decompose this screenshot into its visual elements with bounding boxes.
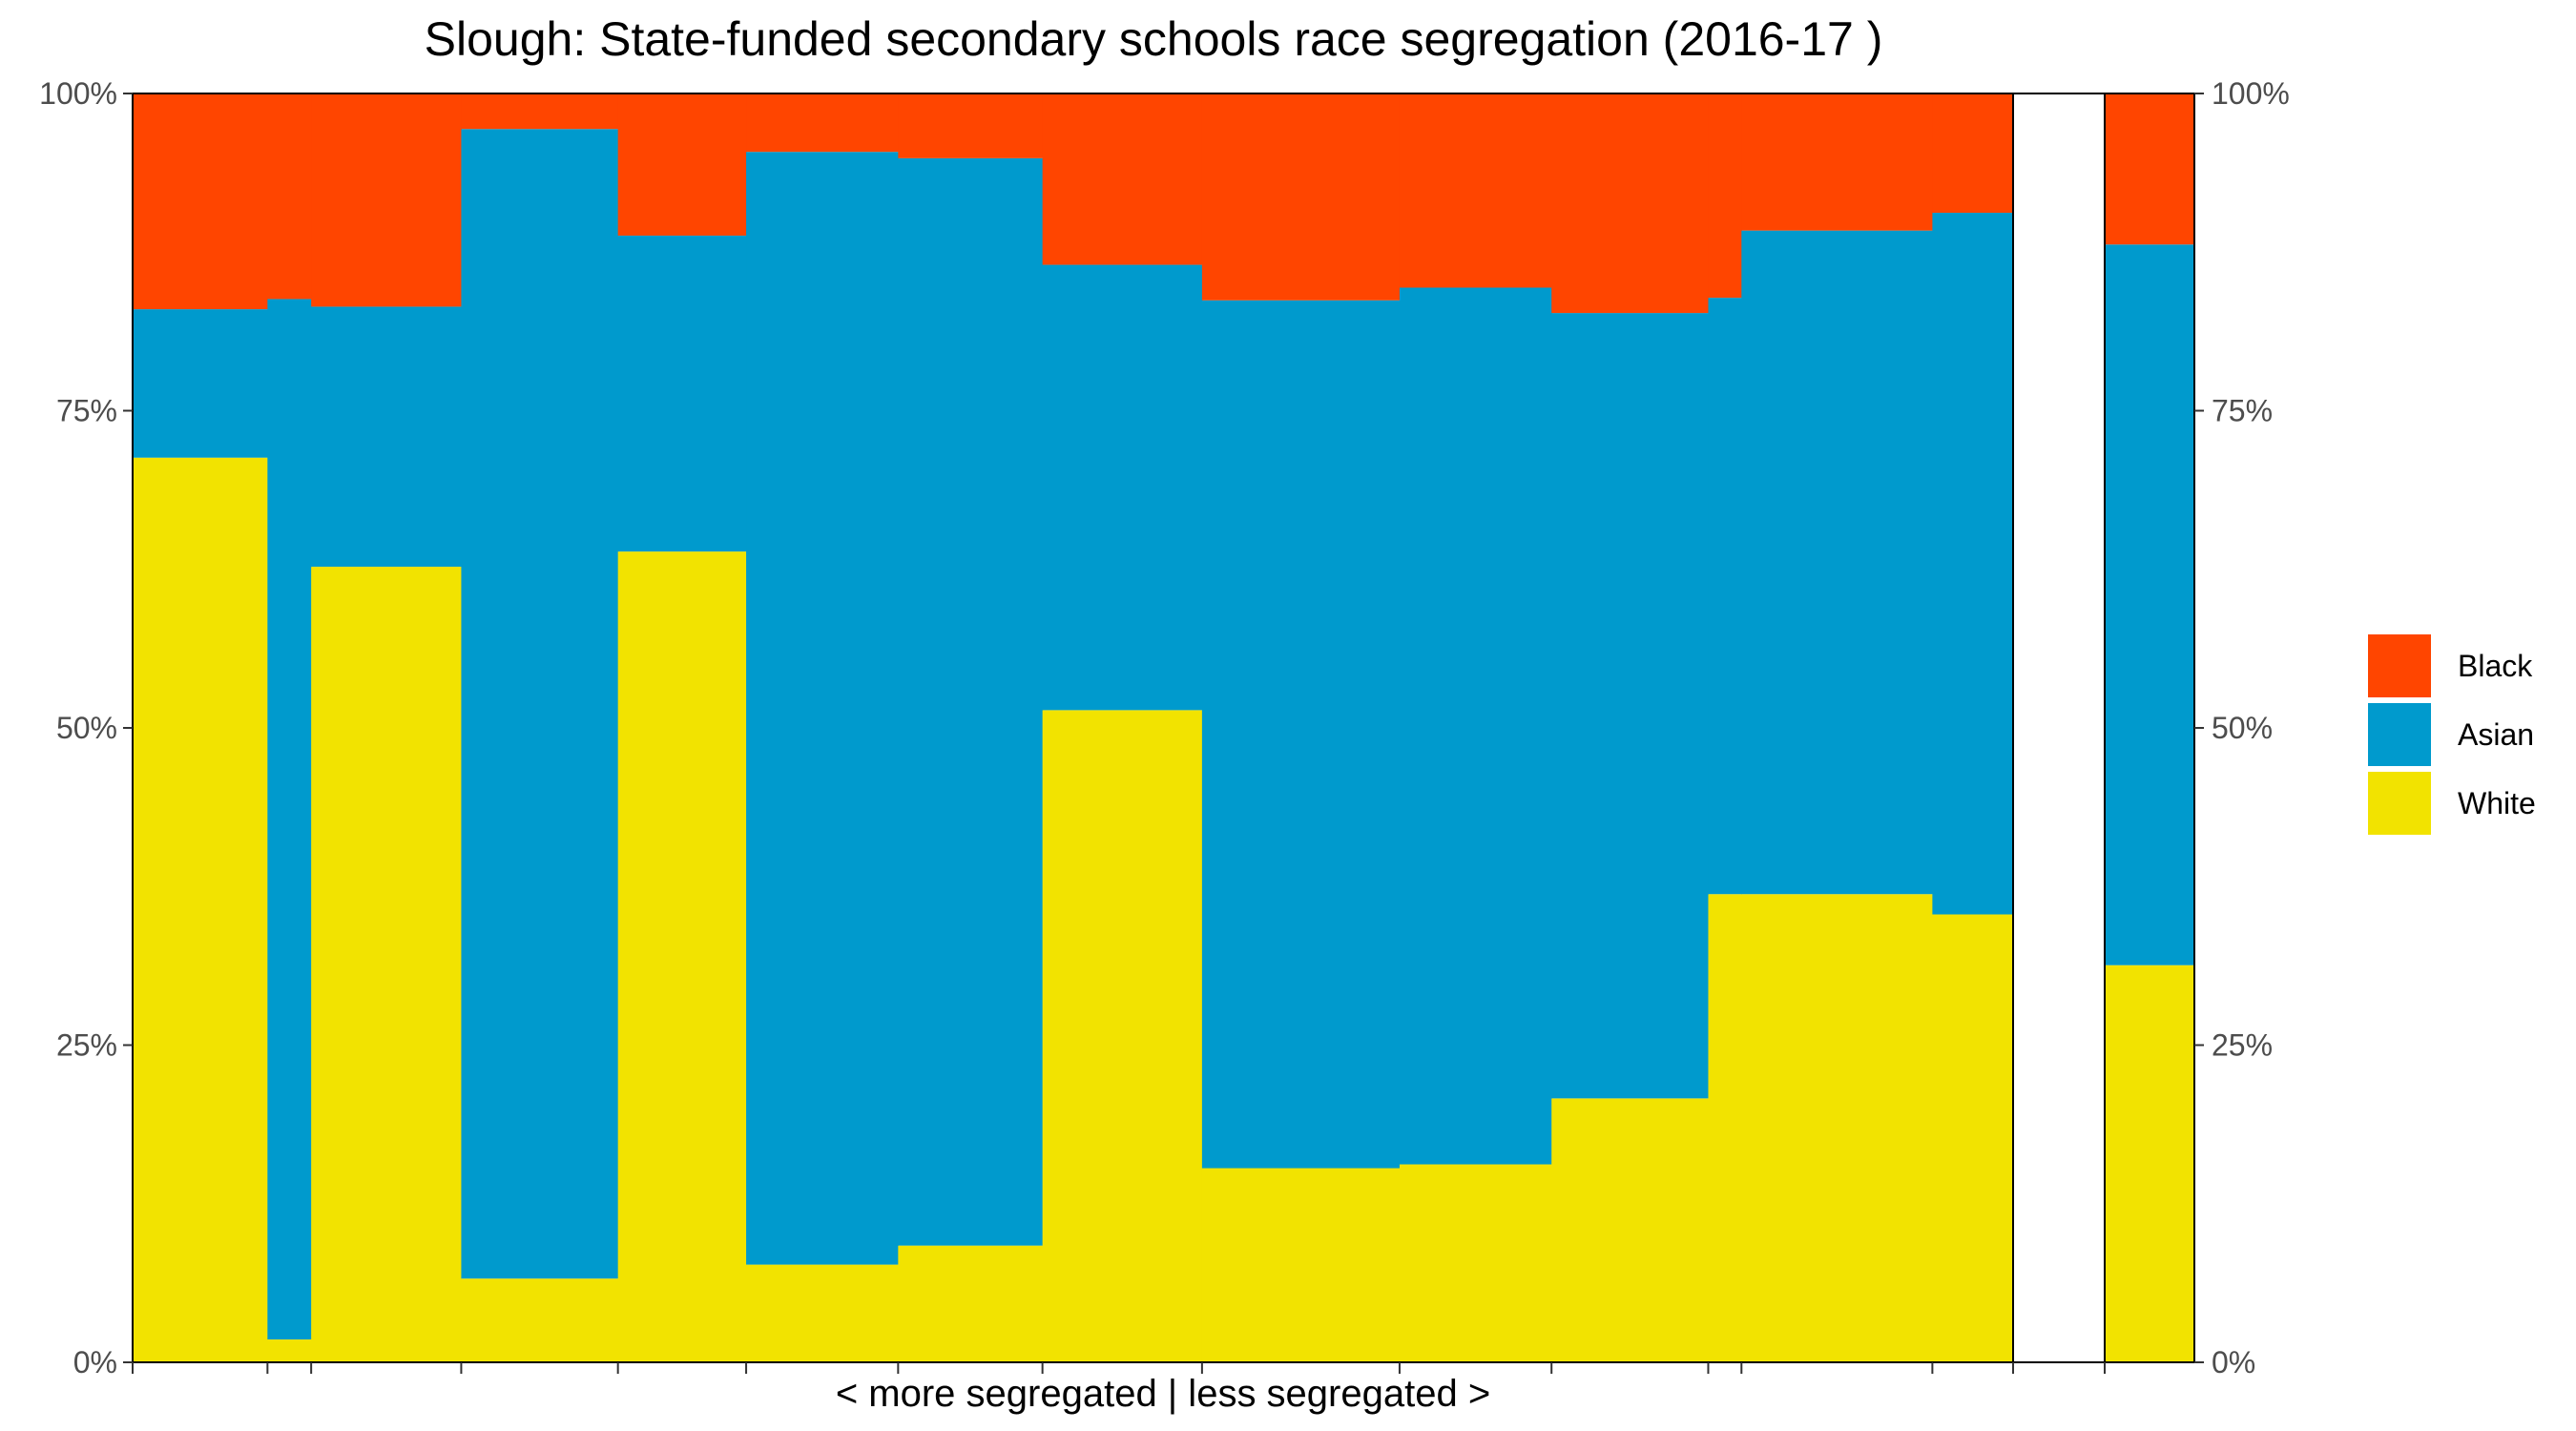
bar-segment-white [311, 567, 463, 1362]
legend-label: White [2458, 786, 2536, 820]
bar-segment-asian [1399, 287, 1552, 1165]
bar-segment-asian [1932, 213, 2014, 915]
legend-label: Black [2458, 649, 2533, 683]
bar-segment-black [1741, 93, 1933, 231]
y-tick-label-right: 100% [2212, 76, 2290, 111]
bar-segment-asian [1741, 230, 1933, 895]
y-tick-label-left: 100% [39, 76, 117, 111]
bar-segment-asian [311, 306, 463, 568]
y-tick-label-right: 25% [2212, 1028, 2273, 1063]
bar-segment-black [1399, 93, 1552, 288]
overall-column [2105, 93, 2194, 1362]
bar-segment-white [617, 551, 747, 1362]
y-tick-label-right: 75% [2212, 394, 2273, 428]
chart-title: Slough: State-funded secondary schools r… [425, 12, 1883, 66]
school-column [1201, 93, 1401, 1362]
school-column [1708, 93, 1742, 1362]
bar-segment-white [1042, 710, 1203, 1362]
bar-segment-white [1708, 894, 1742, 1362]
school-column [267, 93, 312, 1362]
school-column [1741, 93, 1933, 1362]
bar-segment-asian [1201, 300, 1401, 1169]
plot-area [133, 93, 2194, 1363]
bar-segment-asian [1551, 313, 1710, 1099]
school-column [311, 93, 463, 1362]
school-column [1399, 93, 1552, 1362]
legend-item-white: White [2368, 772, 2536, 835]
y-tick-label-left: 50% [56, 711, 117, 745]
bar-segment-white [1399, 1164, 1552, 1362]
bar-segment-white [746, 1264, 899, 1362]
bar-segment-white [1741, 894, 1933, 1362]
school-column [746, 93, 899, 1362]
x-axis-label: < more segregated | less segregated > [836, 1373, 1490, 1415]
bar-segment-asian [133, 309, 268, 458]
bar-segment-asian [746, 152, 899, 1265]
bar-segment-black [1042, 93, 1203, 265]
bar-segment-asian [1042, 264, 1203, 711]
bar-segment-asian [1708, 298, 1742, 895]
legend-item-black: Black [2368, 634, 2533, 697]
bar-segment-white [1932, 914, 2014, 1362]
bar-segment-white [461, 1278, 619, 1362]
overall-segment-black [2105, 93, 2194, 245]
bar-segment-white [1201, 1168, 1401, 1362]
bar-segment-black [1551, 93, 1710, 314]
bar-segment-white [898, 1245, 1044, 1362]
school-column [1551, 93, 1710, 1362]
bar-segment-asian [617, 235, 747, 552]
bar-segment-black [1201, 93, 1401, 301]
overall-segment-white [2105, 964, 2194, 1362]
school-column [1932, 93, 2014, 1362]
bar-segment-black [898, 93, 1044, 158]
y-tick-label-left: 75% [56, 394, 117, 428]
bar-segment-black [461, 93, 619, 130]
bar-segment-asian [267, 299, 312, 1340]
bar-segment-black [311, 93, 463, 307]
legend-key [2368, 703, 2431, 766]
bar-segment-white [133, 457, 268, 1363]
school-column [461, 93, 619, 1362]
bar-segment-black [617, 93, 747, 236]
school-column [133, 93, 268, 1363]
bar-segment-black [133, 93, 268, 310]
bar-segment-black [746, 93, 899, 153]
overall-segment-asian [2105, 244, 2194, 965]
bar-segment-white [1551, 1098, 1710, 1362]
school-column [617, 93, 747, 1362]
bar-segment-black [1708, 93, 1742, 299]
y-tick-label-left: 25% [56, 1028, 117, 1063]
school-column [898, 93, 1044, 1362]
bar-segment-black [1932, 93, 2014, 214]
bar-segment-black [267, 93, 312, 300]
legend-key [2368, 634, 2431, 697]
y-tick-label-left: 0% [73, 1345, 117, 1379]
bar-segment-asian [461, 129, 619, 1279]
legend-key [2368, 772, 2431, 835]
bar-segment-asian [898, 157, 1044, 1246]
legend-label: Asian [2458, 717, 2534, 752]
bar-segment-white [267, 1339, 312, 1362]
y-tick-label-right: 50% [2212, 711, 2273, 745]
legend: Black Asian White [2368, 634, 2536, 835]
y-tick-label-right: 0% [2212, 1345, 2255, 1379]
legend-item-asian: Asian [2368, 703, 2534, 766]
school-column [1042, 93, 1203, 1362]
axes: 0% 0% 25% 25% 50% 50% 75% 75% 100% 100% [39, 76, 2290, 1379]
